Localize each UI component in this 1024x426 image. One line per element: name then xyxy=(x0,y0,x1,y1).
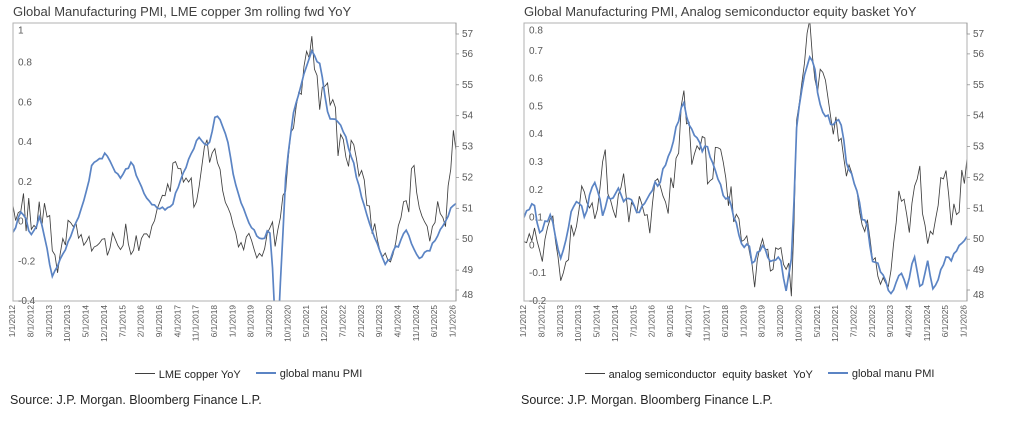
svg-text:6/1/2018: 6/1/2018 xyxy=(720,305,730,338)
svg-text:10/1/2020: 10/1/2020 xyxy=(793,305,803,342)
svg-text:50: 50 xyxy=(973,234,985,245)
svg-text:0.8: 0.8 xyxy=(529,26,543,37)
svg-text:8/1/2012: 8/1/2012 xyxy=(26,305,36,338)
svg-text:57: 57 xyxy=(462,29,474,40)
svg-text:49: 49 xyxy=(973,265,985,276)
svg-text:7/1/2022: 7/1/2022 xyxy=(338,305,348,338)
svg-text:2/1/2023: 2/1/2023 xyxy=(356,305,366,338)
svg-text:9/1/2023: 9/1/2023 xyxy=(374,305,384,338)
svg-text:11/1/2017: 11/1/2017 xyxy=(702,305,712,342)
svg-text:11/1/2017: 11/1/2017 xyxy=(191,305,201,342)
svg-text:0.2: 0.2 xyxy=(529,185,543,196)
svg-text:3/1/2013: 3/1/2013 xyxy=(44,305,54,338)
svg-text:52: 52 xyxy=(462,172,474,183)
svg-text:5/1/2014: 5/1/2014 xyxy=(81,305,91,338)
svg-text:10/1/2013: 10/1/2013 xyxy=(573,305,583,342)
svg-text:49: 49 xyxy=(462,265,474,276)
svg-text:5/1/2021: 5/1/2021 xyxy=(812,305,822,338)
svg-text:11/1/2024: 11/1/2024 xyxy=(922,305,932,342)
svg-text:53: 53 xyxy=(973,142,985,153)
svg-text:3/1/2020: 3/1/2020 xyxy=(775,305,785,338)
svg-text:8/1/2012: 8/1/2012 xyxy=(537,305,547,338)
svg-text:11/1/2024: 11/1/2024 xyxy=(411,305,421,342)
svg-text:0.4: 0.4 xyxy=(18,137,32,148)
svg-text:8/1/2019: 8/1/2019 xyxy=(246,305,256,338)
svg-text:4/1/2024: 4/1/2024 xyxy=(393,305,403,338)
svg-text:48: 48 xyxy=(462,290,474,301)
svg-text:4/1/2017: 4/1/2017 xyxy=(172,305,182,338)
svg-text:12/1/2014: 12/1/2014 xyxy=(99,305,109,342)
svg-text:9/1/2016: 9/1/2016 xyxy=(154,305,164,338)
svg-text:54: 54 xyxy=(462,111,474,122)
svg-text:12/1/2021: 12/1/2021 xyxy=(319,305,329,342)
svg-text:4/1/2017: 4/1/2017 xyxy=(683,305,693,338)
svg-text:0.6: 0.6 xyxy=(18,97,32,108)
svg-text:7/1/2015: 7/1/2015 xyxy=(628,305,638,338)
svg-text:51: 51 xyxy=(973,203,985,214)
svg-text:5/1/2014: 5/1/2014 xyxy=(592,305,602,338)
svg-text:55: 55 xyxy=(973,80,985,91)
svg-text:10/1/2020: 10/1/2020 xyxy=(282,305,292,342)
svg-text:0.8: 0.8 xyxy=(18,58,32,69)
svg-text:8/1/2019: 8/1/2019 xyxy=(757,305,767,338)
svg-text:53: 53 xyxy=(462,142,474,153)
svg-text:1/1/2012: 1/1/2012 xyxy=(518,305,528,338)
svg-text:12/1/2014: 12/1/2014 xyxy=(610,305,620,342)
svg-text:0.7: 0.7 xyxy=(529,46,543,57)
svg-text:6/1/2018: 6/1/2018 xyxy=(209,305,219,338)
svg-text:7/1/2015: 7/1/2015 xyxy=(117,305,127,338)
svg-text:0.3: 0.3 xyxy=(529,157,543,168)
svg-text:1/1/2026: 1/1/2026 xyxy=(959,305,969,338)
svg-text:1: 1 xyxy=(18,26,24,37)
svg-text:5/1/2021: 5/1/2021 xyxy=(301,305,311,338)
svg-text:1/1/2019: 1/1/2019 xyxy=(738,305,748,338)
svg-text:6/1/2025: 6/1/2025 xyxy=(429,305,439,338)
svg-text:0.6: 0.6 xyxy=(529,74,543,85)
svg-text:54: 54 xyxy=(973,111,985,122)
svg-text:-0.1: -0.1 xyxy=(529,268,547,279)
svg-text:56: 56 xyxy=(462,49,474,60)
svg-text:1/1/2012: 1/1/2012 xyxy=(7,305,17,338)
svg-text:3/1/2020: 3/1/2020 xyxy=(264,305,274,338)
svg-text:6/1/2025: 6/1/2025 xyxy=(940,305,950,338)
svg-text:9/1/2023: 9/1/2023 xyxy=(885,305,895,338)
svg-text:48: 48 xyxy=(973,290,985,301)
svg-text:57: 57 xyxy=(973,29,985,40)
svg-text:1/1/2019: 1/1/2019 xyxy=(227,305,237,338)
svg-text:51: 51 xyxy=(462,203,474,214)
svg-text:7/1/2022: 7/1/2022 xyxy=(849,305,859,338)
svg-text:4/1/2024: 4/1/2024 xyxy=(904,305,914,338)
svg-text:56: 56 xyxy=(973,49,985,60)
svg-text:0.2: 0.2 xyxy=(18,177,32,188)
svg-text:1/1/2026: 1/1/2026 xyxy=(448,305,458,338)
svg-text:12/1/2021: 12/1/2021 xyxy=(830,305,840,342)
svg-text:50: 50 xyxy=(462,234,474,245)
svg-text:0.4: 0.4 xyxy=(529,129,543,140)
svg-text:-0.2: -0.2 xyxy=(18,256,36,267)
svg-text:52: 52 xyxy=(973,172,985,183)
svg-text:0.5: 0.5 xyxy=(529,101,543,112)
svg-text:55: 55 xyxy=(462,80,474,91)
svg-text:2/1/2016: 2/1/2016 xyxy=(136,305,146,338)
svg-text:2/1/2023: 2/1/2023 xyxy=(867,305,877,338)
svg-text:9/1/2016: 9/1/2016 xyxy=(665,305,675,338)
svg-text:3/1/2013: 3/1/2013 xyxy=(555,305,565,338)
svg-text:2/1/2016: 2/1/2016 xyxy=(647,305,657,338)
svg-text:10/1/2013: 10/1/2013 xyxy=(62,305,72,342)
